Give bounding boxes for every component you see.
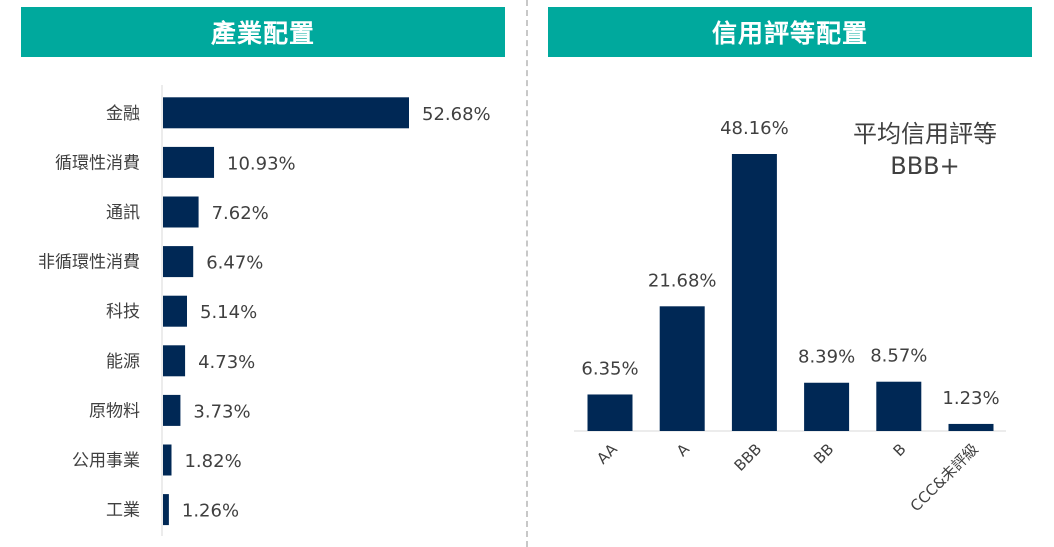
industry-value-label: 1.26% xyxy=(182,501,239,522)
industry-category-label: 循環性消費 xyxy=(55,153,140,173)
industry-value-label: 5.14% xyxy=(200,302,257,323)
credit-category-label: AA xyxy=(593,440,621,468)
credit-bar xyxy=(731,154,777,431)
industry-category-label: 工業 xyxy=(106,501,140,521)
industry-category-label: 公用事業 xyxy=(72,451,140,471)
industry-bar xyxy=(163,394,181,426)
credit-value-label: 48.16% xyxy=(720,118,789,139)
credit-category-label: BB xyxy=(810,440,837,467)
industry-bar xyxy=(163,246,194,278)
average-credit-rating-annotation: 平均信用評等 BBB+ xyxy=(830,118,1020,182)
industry-value-label: 1.82% xyxy=(184,451,241,472)
industry-value-label: 10.93% xyxy=(227,153,296,174)
industry-bar xyxy=(163,97,409,129)
average-credit-rating-value: BBB+ xyxy=(890,152,960,180)
credit-bar xyxy=(876,381,922,431)
industry-value-label: 4.73% xyxy=(198,352,255,373)
credit-category-label: A xyxy=(673,440,694,461)
credit-category-label: BBB xyxy=(731,440,766,475)
industry-bar xyxy=(163,345,186,377)
credit-rating-panel: 信用評等配置 6.35% AA 21.68% A 48.16% BBB 8.39% BB 8.5… xyxy=(540,0,1054,547)
industry-allocation-panel: 產業配置 金融 52.68% 循環性消費 10.93% 通訊 7.62% 非循環性消費 6.4… xyxy=(0,0,520,547)
industry-allocation-chart: 金融 52.68% 循環性消費 10.93% 通訊 7.62% 非循環性消費 6.47% 科技 5… xyxy=(38,85,491,536)
industry-category-label: 能源 xyxy=(106,352,140,372)
credit-value-label: 21.68% xyxy=(648,270,717,291)
credit-bar xyxy=(804,382,850,431)
industry-bar xyxy=(163,295,188,327)
industry-value-label: 7.62% xyxy=(212,203,269,224)
industry-allocation-header: 產業配置 xyxy=(21,7,505,57)
credit-rating-header: 信用評等配置 xyxy=(548,7,1032,57)
panel-divider xyxy=(526,0,528,547)
industry-category-label: 通訊 xyxy=(106,203,140,223)
industry-category-label: 原物料 xyxy=(89,401,140,421)
industry-bar xyxy=(163,494,169,526)
credit-bar xyxy=(587,394,633,431)
credit-value-label: 1.23% xyxy=(942,388,999,409)
industry-value-label: 52.68% xyxy=(422,104,491,125)
industry-category-label: 非循環性消費 xyxy=(38,253,140,273)
industry-value-label: 3.73% xyxy=(193,401,250,422)
industry-category-label: 科技 xyxy=(106,302,140,322)
credit-value-label: 6.35% xyxy=(581,358,638,379)
industry-bar xyxy=(163,196,199,228)
credit-category-label: B xyxy=(890,440,910,460)
credit-rating-chart: 6.35% AA 21.68% A 48.16% BBB 8.39% BB 8.57% B 1.23… xyxy=(574,118,1006,515)
industry-value-label: 6.47% xyxy=(206,253,263,274)
average-credit-rating-label: 平均信用評等 xyxy=(853,120,997,148)
credit-bar xyxy=(659,306,705,431)
credit-value-label: 8.57% xyxy=(870,346,927,367)
credit-bar xyxy=(948,423,994,431)
credit-category-label: CCC&未評級 xyxy=(907,440,982,515)
industry-bar xyxy=(163,444,172,476)
credit-value-label: 8.39% xyxy=(798,347,855,368)
industry-category-label: 金融 xyxy=(106,104,140,124)
industry-bar xyxy=(163,146,215,178)
